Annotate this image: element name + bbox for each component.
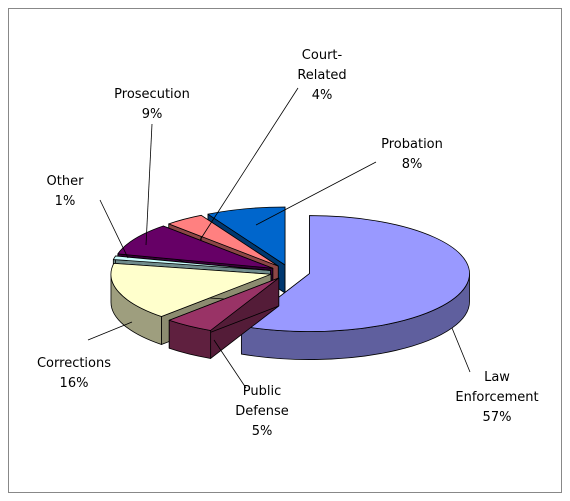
slice-label: Other 1% bbox=[47, 172, 84, 212]
leader-line bbox=[99, 199, 129, 259]
category-label: Prosecution bbox=[114, 87, 190, 102]
category-label: Corrections bbox=[36, 356, 112, 371]
value-label: 8% bbox=[401, 157, 423, 172]
slice-label: Law Enforcement 57% bbox=[455, 368, 538, 428]
slice-label: Public Defense 5% bbox=[235, 382, 289, 442]
slice bbox=[117, 225, 274, 269]
leader-line bbox=[87, 321, 133, 341]
leader-line bbox=[145, 123, 153, 246]
slice-label: Probation 8% bbox=[381, 135, 443, 175]
value-label: 57% bbox=[482, 410, 512, 425]
slice-label: Court- Related 4% bbox=[297, 46, 346, 106]
slice bbox=[168, 214, 279, 267]
slice bbox=[240, 215, 470, 332]
value-label: 1% bbox=[54, 194, 76, 209]
slice bbox=[168, 277, 280, 331]
leader-line bbox=[213, 339, 247, 389]
slice bbox=[112, 255, 271, 271]
value-label: 5% bbox=[251, 424, 273, 439]
leader-line bbox=[451, 327, 471, 373]
category-label: Probation bbox=[381, 137, 443, 152]
slice bbox=[207, 206, 286, 266]
category-label: Law Enforcement bbox=[455, 370, 539, 405]
value-label: 16% bbox=[59, 376, 89, 391]
category-label: Court- Related bbox=[297, 48, 347, 83]
slice-label: Corrections 16% bbox=[37, 354, 111, 394]
category-label: Other bbox=[46, 174, 84, 189]
value-label: 9% bbox=[141, 107, 163, 122]
leader-line bbox=[199, 87, 299, 241]
leader-line bbox=[255, 161, 377, 226]
category-label: Public Defense bbox=[235, 384, 289, 419]
slice bbox=[110, 262, 272, 317]
slice-label: Prosecution 9% bbox=[114, 85, 190, 125]
value-label: 4% bbox=[311, 88, 333, 103]
